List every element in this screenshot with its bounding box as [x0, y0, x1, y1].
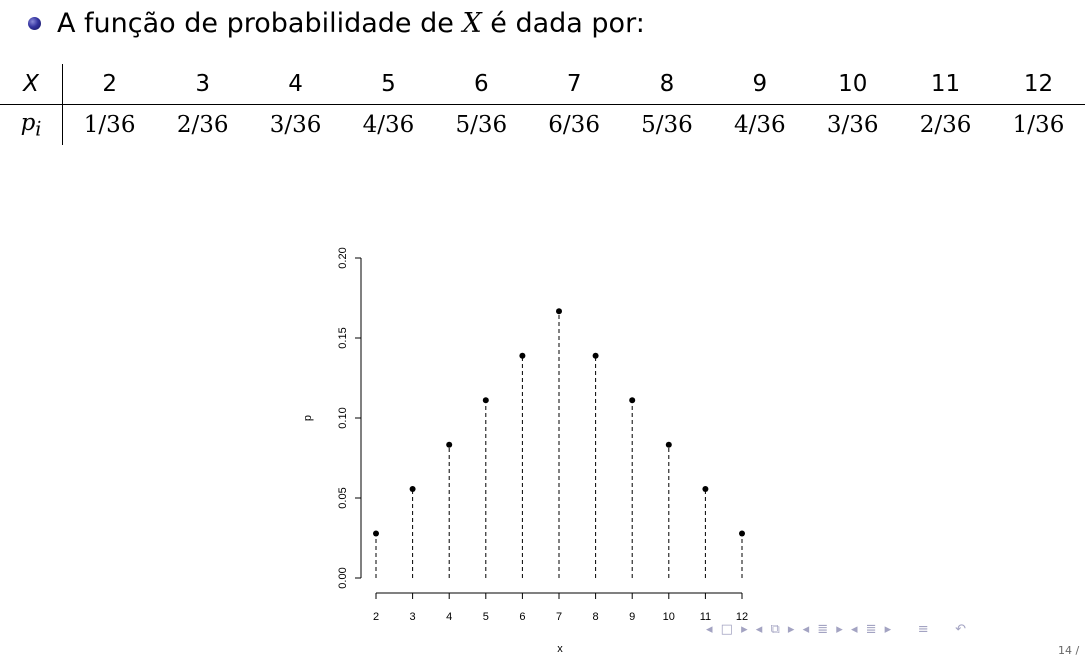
bullet-text: A função de probabilidade de X é dada po… [57, 8, 645, 39]
data-point [409, 486, 416, 493]
table-header-p-label: p [20, 109, 36, 136]
y-tick-label: 0.00 [337, 567, 349, 588]
table-cell-x: 6 [434, 64, 528, 105]
data-point [446, 441, 453, 448]
x-tick-label: 10 [663, 611, 675, 623]
data-point [739, 530, 745, 537]
table-cell-p: 2/36 [919, 112, 972, 138]
nav-arrow-right-icon[interactable]: ▸ [787, 622, 797, 637]
frame-icon[interactable]: □ [720, 622, 735, 637]
x-tick-label: 5 [483, 611, 489, 623]
bullet-ball-icon [28, 17, 41, 30]
data-point [592, 352, 599, 359]
table-cell-p: 3/36 [826, 112, 879, 138]
table-cell-x: 8 [620, 64, 714, 105]
nav-arrow-left-icon[interactable]: ◂ [802, 622, 812, 637]
section-icon[interactable]: ≣ [817, 622, 831, 637]
table-cell-p: 1/36 [83, 112, 136, 138]
data-point [373, 530, 379, 537]
nav-arrow-right-icon[interactable]: ▸ [741, 622, 750, 637]
data-point [629, 397, 636, 404]
table-cell-x: 5 [341, 64, 435, 105]
table-cell-p: 6/36 [548, 112, 600, 138]
table-cell-p: 5/36 [641, 112, 693, 138]
table-cell-x: 4 [249, 64, 342, 105]
table-header-x: X [0, 64, 63, 105]
y-tick-label: 0.10 [337, 407, 349, 428]
y-axis-label: p [302, 415, 314, 421]
x-tick-label: 7 [556, 611, 562, 623]
data-point [556, 308, 562, 315]
table-row-p: pi 1/36 2/36 3/36 4/36 5/36 6/36 5/36 4/… [0, 104, 1085, 145]
data-point [665, 441, 672, 448]
table-header-p-subscript: i [35, 117, 42, 141]
y-tick-label: 0.15 [337, 327, 349, 348]
page-number: 14 / [1058, 644, 1080, 657]
x-tick-label: 12 [736, 611, 748, 623]
x-tick-label: 9 [629, 611, 635, 623]
toc-icon[interactable]: ≡ [917, 622, 931, 637]
data-point [702, 486, 709, 493]
table-cell-p: 2/36 [176, 112, 229, 138]
bullet-text-prefix: A função de probabilidade de [57, 8, 463, 39]
subsection-icon[interactable]: ⧉ [770, 622, 782, 637]
table-cell-x: 2 [62, 64, 157, 105]
table-cell-x: 11 [899, 64, 992, 105]
x-tick-label: 3 [410, 611, 416, 623]
table-cell-x: 9 [713, 64, 807, 105]
bullet-text-suffix: é dada por: [481, 8, 645, 39]
y-tick-label: 0.05 [337, 487, 349, 508]
x-axis-label: x [557, 643, 563, 655]
table-cell-x: 10 [806, 64, 900, 105]
nav-arrow-left-icon[interactable]: ◂ [706, 622, 715, 637]
beamer-navigation[interactable]: ◂ □ ▸ ◂ ⧉ ▸ ◂ ≣ ▸ ◂ ≣ ▸ ≡ ↶ [706, 622, 968, 637]
data-point [519, 352, 526, 359]
x-tick-label: 4 [446, 611, 452, 623]
x-tick-label: 8 [593, 611, 599, 623]
data-point [482, 397, 489, 404]
nav-arrow-right-icon[interactable]: ▸ [836, 622, 845, 637]
x-tick-label: 2 [373, 611, 379, 623]
search-icon[interactable]: ↶ [955, 622, 969, 637]
table-row-x: X 2 3 4 5 6 7 8 9 10 11 12 [0, 64, 1085, 105]
table-cell-p: 4/36 [362, 112, 415, 138]
nav-arrow-right-icon[interactable]: ▸ [884, 622, 894, 637]
table-cell-x: 12 [992, 64, 1085, 105]
table-header-p: pi [0, 104, 63, 145]
y-tick-label: 0.20 [337, 247, 349, 268]
table-cell-p: 5/36 [455, 112, 508, 138]
bullet-variable: X [462, 8, 482, 39]
bullet-item: A função de probabilidade de X é dada po… [28, 8, 645, 39]
table-cell-p: 1/36 [1012, 112, 1065, 138]
table-cell-p: 4/36 [734, 112, 786, 138]
section-icon[interactable]: ≣ [865, 622, 879, 637]
x-tick-label: 6 [519, 611, 525, 623]
table-cell-p: 3/36 [269, 112, 322, 138]
nav-arrow-left-icon[interactable]: ◂ [850, 622, 860, 637]
table-cell-x: 7 [527, 64, 621, 105]
x-tick-label: 11 [700, 611, 711, 623]
nav-arrow-left-icon[interactable]: ◂ [755, 622, 765, 637]
table-cell-x: 3 [156, 64, 250, 105]
probability-table: X 2 3 4 5 6 7 8 9 10 11 12 pi 1/36 2/36 … [0, 64, 1085, 145]
